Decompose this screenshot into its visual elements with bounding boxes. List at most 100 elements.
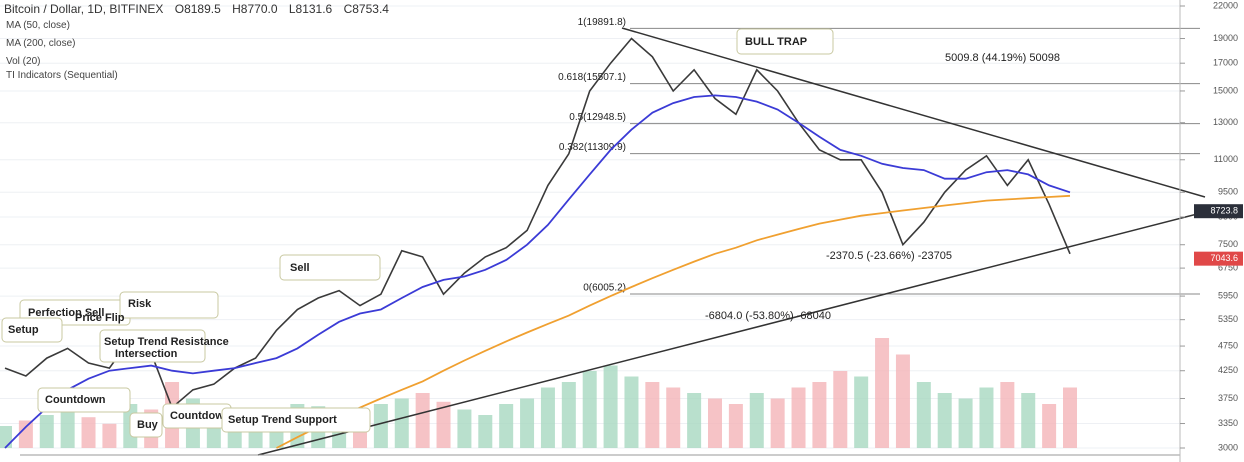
y-tick-label: 13000 bbox=[1213, 117, 1238, 127]
volume-bar bbox=[624, 376, 639, 448]
volume-bar bbox=[520, 398, 535, 448]
indicator-label[interactable]: Vol (20) bbox=[6, 56, 41, 67]
y-tick-label: 6750 bbox=[1218, 262, 1238, 272]
volume-bar bbox=[18, 420, 33, 448]
volume-bar bbox=[499, 404, 514, 448]
ohlc-value: L8131.6 bbox=[288, 2, 333, 16]
fib-label: 0.5(12948.5) bbox=[569, 112, 626, 123]
series-line bbox=[4, 37, 1071, 409]
volume-bar bbox=[979, 387, 994, 448]
y-tick-label: 4250 bbox=[1218, 365, 1238, 375]
y-tick-label: 5950 bbox=[1218, 290, 1238, 300]
chart-title: Bitcoin / Dollar, 1D, BITFINEX bbox=[4, 2, 164, 16]
price-label-box bbox=[1194, 204, 1243, 219]
volume-bar bbox=[81, 417, 96, 448]
y-tick-label: 3000 bbox=[1218, 442, 1238, 452]
annotation: Setup bbox=[8, 324, 39, 336]
volume-bar bbox=[937, 393, 952, 448]
volume-bar bbox=[540, 387, 555, 448]
fib-label: 0.382(11309.9) bbox=[559, 142, 626, 153]
fib-label: 1(19891.8) bbox=[578, 17, 626, 28]
volume-bar bbox=[102, 423, 117, 448]
volume-bar bbox=[561, 382, 576, 448]
y-tick-label: 22000 bbox=[1213, 0, 1238, 10]
volume-bar bbox=[394, 398, 409, 448]
annotation: Buy bbox=[137, 419, 159, 431]
y-tick-label: 19000 bbox=[1213, 33, 1238, 43]
annotation: Price Flip bbox=[75, 312, 125, 324]
y-tick-label: 4750 bbox=[1218, 340, 1238, 350]
volume-bar bbox=[1000, 382, 1015, 448]
volume-bar bbox=[833, 371, 848, 448]
price-label: 8723.8 bbox=[1210, 206, 1238, 216]
y-tick-label: 17000 bbox=[1213, 58, 1238, 68]
volume-bar bbox=[791, 387, 806, 448]
indicator-label[interactable]: MA (200, close) bbox=[6, 38, 76, 49]
volume-bar bbox=[875, 338, 890, 448]
volume-bar bbox=[687, 393, 702, 448]
series-line bbox=[276, 194, 1071, 449]
annotation-box bbox=[736, 28, 834, 55]
annotation: Countdown bbox=[45, 394, 106, 406]
indicator-label[interactable]: MA (50, close) bbox=[6, 20, 70, 31]
annotation: Setup Trend Resistance bbox=[104, 336, 229, 348]
volume-bar bbox=[1021, 393, 1036, 448]
volume-bar bbox=[916, 382, 931, 448]
annotation-box bbox=[279, 254, 381, 281]
volume-bar bbox=[1063, 387, 1077, 448]
annotation-box bbox=[99, 329, 206, 363]
volume-bar bbox=[770, 398, 785, 448]
series-line bbox=[4, 94, 1071, 449]
volume-bar bbox=[457, 409, 472, 448]
annotation-box bbox=[1, 317, 63, 343]
annotation-box bbox=[129, 412, 163, 438]
volume-bar bbox=[645, 382, 660, 448]
volume-bar bbox=[582, 371, 597, 448]
annotation: BULL TRAP bbox=[745, 36, 807, 48]
price-label-box bbox=[1194, 251, 1243, 266]
annotation: Setup Trend Support bbox=[228, 414, 337, 426]
volume-bar bbox=[1042, 404, 1057, 448]
y-tick-label: 3750 bbox=[1218, 393, 1238, 403]
annotation: -6804.0 (-53.80%) -68040 bbox=[705, 310, 831, 322]
annotation-box bbox=[119, 291, 219, 319]
volume-bar bbox=[958, 398, 973, 448]
ohlc-value: O8189.5 bbox=[174, 2, 221, 16]
volume-bar bbox=[895, 354, 910, 448]
y-tick-label: 7500 bbox=[1218, 239, 1238, 249]
volume-bar bbox=[812, 382, 827, 448]
volume-bar bbox=[854, 376, 869, 448]
annotation-box bbox=[221, 407, 371, 433]
header: Bitcoin / Dollar, 1D, BITFINEX O8189.5 H… bbox=[4, 2, 397, 16]
annotation: Risk bbox=[128, 298, 152, 310]
indicator-label[interactable]: TI Indicators (Sequential) bbox=[6, 70, 118, 81]
volume-bar bbox=[728, 404, 743, 448]
annotation: Intersection bbox=[115, 348, 178, 360]
y-tick-label: 5350 bbox=[1218, 314, 1238, 324]
ohlc-value: H8770.0 bbox=[232, 2, 278, 16]
price-label: 7043.6 bbox=[1210, 253, 1238, 263]
y-tick-label: 11000 bbox=[1214, 154, 1238, 164]
y-tick-label: 3350 bbox=[1218, 418, 1238, 428]
annotation-box bbox=[37, 387, 131, 413]
volume-bar bbox=[478, 415, 493, 448]
volume-bar bbox=[436, 401, 451, 448]
volume-bar bbox=[749, 393, 764, 448]
volume-bar bbox=[708, 398, 722, 448]
fib-label: 0.618(15507.1) bbox=[558, 72, 626, 83]
volume-bar bbox=[415, 393, 430, 448]
annotation: 5009.8 (44.19%) 50098 bbox=[945, 52, 1060, 64]
volume-bar bbox=[60, 409, 75, 448]
volume-bar bbox=[666, 387, 681, 448]
y-tick-label: 9500 bbox=[1218, 187, 1238, 197]
volume-bar bbox=[0, 426, 12, 448]
fib-label: 0(6005.2) bbox=[583, 283, 626, 294]
trend-line bbox=[621, 27, 1206, 198]
volume-bar bbox=[603, 365, 618, 448]
annotation: Sell bbox=[290, 262, 310, 274]
annotation: Countdown bbox=[170, 410, 231, 422]
y-tick-label: 15000 bbox=[1213, 85, 1238, 95]
ohlc-value: C8753.4 bbox=[343, 2, 389, 16]
